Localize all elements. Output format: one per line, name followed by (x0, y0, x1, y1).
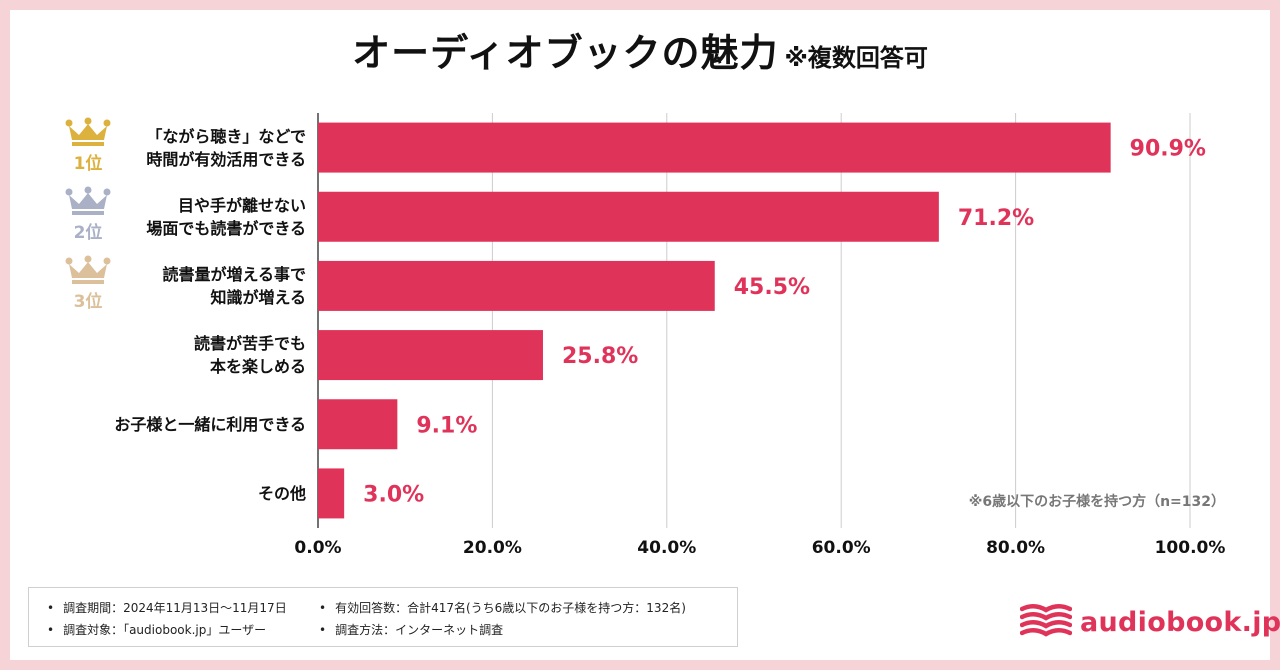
bar-value-label: 25.8% (562, 344, 638, 369)
open-book-icon (1020, 604, 1072, 637)
rank-label: 2位 (73, 222, 103, 243)
x-tick-label: 20.0% (463, 538, 522, 558)
category-label: 読書が苦手でも本を楽しめる (194, 332, 306, 378)
bar (318, 399, 398, 450)
bar (318, 191, 939, 242)
x-tick-label: 100.0% (1155, 538, 1226, 558)
category-label: お子様と一緒に利用できる (114, 413, 306, 436)
chart-title-main: オーディオブックの魅力 (352, 31, 779, 75)
category-label-line: 読書が苦手でも (193, 334, 306, 354)
survey-method: 調査方法：インターネット調査 (319, 621, 503, 638)
survey-respondents: 有効回答数：合計417名(うち6歳以下のお子様を持つ方：132名) (319, 599, 686, 616)
sample-note: ※6歳以下のお子様を持つ方（n=132） (968, 494, 1225, 510)
rank-label: 1位 (73, 153, 103, 174)
category-label-line: 目や手が離せない (177, 195, 306, 215)
category-label: 「ながら聴き」などで 時間が有効活用できる (146, 125, 306, 171)
category-label-line: 「ながら聴き」などで (146, 126, 306, 146)
rank-badge: 1位 (58, 117, 118, 174)
bar (318, 122, 1111, 173)
bar (318, 330, 543, 381)
audiobook-logo[interactable]: audiobook.jp (1020, 603, 1280, 641)
bar (318, 468, 345, 519)
card-background (10, 10, 1270, 660)
logo-text: audiobook.jp (1080, 606, 1280, 638)
bar-value-label: 90.9% (1130, 137, 1206, 162)
bar-value-label: 9.1% (416, 413, 477, 438)
x-tick-label: 0.0% (294, 538, 341, 558)
crown-icon (65, 255, 111, 284)
category-label-line: お子様と一緒に利用できる (114, 414, 306, 434)
bar-value-label: 3.0% (363, 482, 424, 507)
category-label: 目や手が離せない場面でも読書ができる (146, 194, 306, 240)
category-label-line: 読書量が増える事で (162, 264, 306, 284)
category-label-line: 場面でも読書ができる (146, 218, 306, 238)
x-tick-label: 80.0% (986, 538, 1045, 558)
crown-icon (65, 186, 111, 215)
category-label: その他 (258, 482, 306, 505)
rank-badge: 3位 (58, 255, 118, 312)
x-tick-label: 40.0% (637, 538, 696, 558)
category-label-line: その他 (257, 483, 306, 503)
bar (318, 260, 715, 311)
survey-target: 調査対象：「audiobook.jp」ユーザー (47, 621, 266, 638)
category-label-line: 時間が有効活用できる (146, 149, 306, 169)
category-label: 読書量が増える事で知識が増える (162, 263, 306, 309)
crown-icon (65, 117, 111, 146)
survey-period: 調査期間：2024年11月13日〜11月17日 (47, 599, 287, 616)
category-label-line: 知識が増える (210, 287, 306, 307)
survey-info-box: 調査期間：2024年11月13日〜11月17日 有効回答数：合計417名(うち6… (28, 587, 738, 647)
rank-badge: 2位 (58, 186, 118, 243)
chart-title-sub: ※複数回答可 (784, 44, 928, 72)
bar-value-label: 71.2% (958, 206, 1034, 231)
chart-title: オーディオブックの魅力 ※複数回答可 (0, 22, 1280, 77)
bar-value-label: 45.5% (734, 275, 810, 300)
x-tick-label: 60.0% (812, 538, 871, 558)
rank-label: 3位 (73, 291, 103, 312)
category-label-line: 本を楽しめる (209, 357, 306, 377)
